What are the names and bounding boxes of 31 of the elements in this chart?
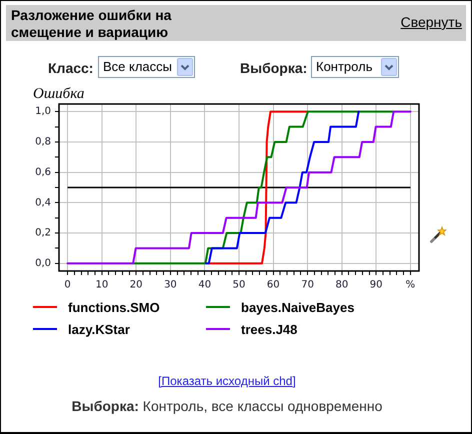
x-tick-label: 60: [266, 280, 280, 291]
legend-label: trees.J48: [241, 322, 298, 336]
y-tick-label: 0,4: [35, 197, 51, 208]
legend-label: functions.SMO: [68, 300, 160, 314]
x-tick-label: 80: [335, 280, 348, 291]
x-tick-label: %: [406, 280, 416, 291]
legend-label: bayes.NaiveBayes: [241, 300, 354, 314]
x-tick-label: 0: [64, 280, 71, 291]
text: Выборка:: [72, 398, 139, 414]
y-tick-label: 0,6: [35, 166, 51, 178]
x-tick-label: 40: [198, 280, 212, 291]
x-tick-label: 10: [95, 280, 108, 291]
chart-title: Разложение ошибки на смещение и вариацию: [11, 7, 172, 41]
y-axis-title: Ошибка: [33, 86, 84, 102]
x-tick-label: 50: [232, 280, 246, 291]
sample-dropdown[interactable]: Контроль: [311, 56, 399, 78]
x-tick-label: 90: [370, 280, 383, 291]
x-tick-label: 70: [301, 280, 314, 291]
y-tick-label: 0,2: [35, 228, 51, 239]
x-tick-label: 20: [130, 280, 143, 291]
text: Выборка:: [240, 59, 308, 78]
text: [Показать исходный chd]: [158, 374, 296, 388]
text: Класс:: [48, 59, 94, 78]
y-tick-label: 0,0: [35, 258, 51, 270]
class-dropdown[interactable]: Все классы: [98, 56, 195, 78]
text: Контроль, все классы одновременно: [142, 398, 382, 414]
legend-label: lazy.KStar: [68, 322, 130, 336]
y-tick-label: 0,8: [35, 136, 51, 148]
y-tick-label: 1,0: [35, 106, 51, 118]
x-tick-label: 30: [164, 280, 177, 291]
text: Свернуть: [400, 14, 462, 31]
